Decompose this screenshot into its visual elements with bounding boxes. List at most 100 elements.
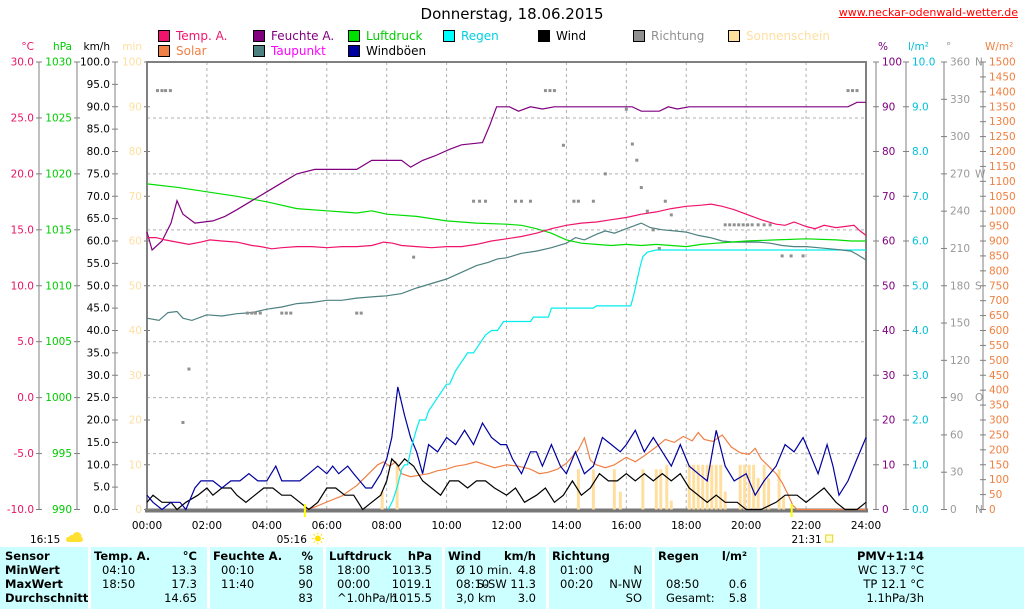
svg-text:1300: 1300 bbox=[989, 116, 1016, 128]
cell-value: 0.6 bbox=[728, 577, 747, 591]
svg-text:990: 990 bbox=[52, 504, 72, 516]
svg-text:40: 40 bbox=[129, 325, 142, 337]
svg-text:750: 750 bbox=[989, 280, 1009, 292]
x-tick-label: 00:00 bbox=[132, 520, 162, 532]
legend-label-temp-a: Temp. A. bbox=[176, 28, 228, 43]
svg-text:120: 120 bbox=[950, 355, 970, 367]
cell-value: S-SW 11.3 bbox=[476, 577, 536, 591]
svg-text:50.0: 50.0 bbox=[87, 280, 110, 292]
x-tick-label: 12:00 bbox=[491, 520, 521, 532]
svg-text:1015: 1015 bbox=[45, 224, 72, 236]
windboeen-line bbox=[146, 386, 867, 511]
cell-value: 5.8 bbox=[728, 591, 747, 605]
svg-text:995: 995 bbox=[52, 448, 72, 460]
svg-text:0.0: 0.0 bbox=[912, 504, 929, 516]
svg-text:70: 70 bbox=[882, 191, 895, 203]
cell-value: 1015.5 bbox=[391, 591, 432, 605]
svg-text:15.0: 15.0 bbox=[11, 224, 34, 236]
cell-value: 1013.5 bbox=[391, 563, 432, 577]
svg-text:1200: 1200 bbox=[989, 146, 1016, 158]
svg-text:90: 90 bbox=[129, 101, 142, 113]
svg-text:6.0: 6.0 bbox=[912, 236, 929, 248]
sonnenschein-swatch-icon bbox=[728, 29, 740, 42]
cell-value: WC 13.7 °C bbox=[857, 563, 924, 577]
svg-text:0: 0 bbox=[950, 504, 957, 516]
svg-text:1005: 1005 bbox=[45, 336, 72, 348]
cell-unit: % bbox=[301, 549, 313, 563]
regen-swatch-icon bbox=[443, 29, 455, 42]
cell-unit: l/m² bbox=[721, 549, 747, 563]
site-link[interactable]: www.neckar-odenwald-wetter.de bbox=[838, 6, 1018, 19]
cell-value: 4.8 bbox=[517, 563, 536, 577]
sunset-sun-icon bbox=[825, 534, 834, 543]
svg-text:55.0: 55.0 bbox=[87, 258, 110, 270]
svg-text:70: 70 bbox=[129, 191, 142, 203]
svg-text:25.0: 25.0 bbox=[87, 392, 110, 404]
svg-text:90: 90 bbox=[950, 392, 963, 404]
svg-text:5.0: 5.0 bbox=[93, 482, 110, 494]
cell-value: 90 bbox=[298, 577, 313, 591]
pressure-axis-unit: hPa bbox=[53, 41, 72, 53]
svg-text:200: 200 bbox=[989, 444, 1009, 456]
x-tick-label: 22:00 bbox=[791, 520, 821, 532]
legend-label-solar: Solar bbox=[176, 43, 207, 58]
svg-text:35.0: 35.0 bbox=[87, 347, 110, 359]
regen-line bbox=[387, 249, 866, 510]
svg-text:450: 450 bbox=[989, 370, 1009, 382]
svg-text:1100: 1100 bbox=[989, 176, 1016, 188]
x-tick-label: 02:00 bbox=[192, 520, 222, 532]
cell-value: N-NW bbox=[609, 577, 642, 591]
cell-time: 01:00 bbox=[560, 563, 594, 577]
legend-label-feuchte-a: Feuchte A. bbox=[271, 28, 335, 43]
feuchte-a-swatch-icon bbox=[253, 29, 265, 42]
cloud-icon bbox=[66, 532, 83, 542]
sunrise-time: 05:16 bbox=[277, 534, 308, 546]
legend-item-windboeen: Windböen bbox=[348, 44, 426, 57]
cell-value: 58 bbox=[298, 563, 313, 577]
legend-label-windboeen: Windböen bbox=[366, 43, 427, 58]
svg-text:40.0: 40.0 bbox=[87, 325, 110, 337]
svg-text:10: 10 bbox=[882, 459, 895, 471]
column-separator bbox=[652, 547, 655, 609]
svg-text:45.0: 45.0 bbox=[87, 303, 110, 315]
svg-text:50: 50 bbox=[989, 489, 1002, 501]
cell-value: 17.3 bbox=[171, 577, 197, 591]
cell-time: Ø 10 min. bbox=[456, 563, 513, 577]
x-tick-label: 06:00 bbox=[312, 520, 342, 532]
svg-text:9.0: 9.0 bbox=[912, 101, 929, 113]
svg-text:95.0: 95.0 bbox=[87, 79, 110, 91]
svg-text:10.0: 10.0 bbox=[87, 459, 110, 471]
svg-text:-10.0: -10.0 bbox=[7, 504, 34, 516]
svg-text:5.0: 5.0 bbox=[912, 280, 929, 292]
svg-text:60.0: 60.0 bbox=[87, 236, 110, 248]
row-label: MaxWert bbox=[5, 577, 63, 591]
svg-text:80: 80 bbox=[129, 146, 142, 158]
row-label: Durchschnitt bbox=[5, 591, 89, 605]
svg-text:20: 20 bbox=[882, 415, 895, 427]
cell-value: 3.0 bbox=[517, 591, 536, 605]
svg-text:360: 360 bbox=[950, 57, 970, 69]
cell-time: 00:10 bbox=[221, 563, 255, 577]
svg-text:1450: 1450 bbox=[989, 71, 1016, 83]
svg-text:75.0: 75.0 bbox=[87, 168, 110, 180]
svg-text:40: 40 bbox=[882, 325, 895, 337]
svg-text:20.0: 20.0 bbox=[11, 168, 34, 180]
svg-text:800: 800 bbox=[989, 265, 1009, 277]
humidity-axis-unit: % bbox=[878, 41, 888, 53]
cell-value: 14.65 bbox=[164, 591, 197, 605]
luftdruck-swatch-icon bbox=[348, 29, 360, 42]
legend-label-richtung: Richtung bbox=[651, 28, 705, 43]
svg-text:60: 60 bbox=[950, 429, 963, 441]
cell-value: SO bbox=[625, 591, 642, 605]
svg-text:90: 90 bbox=[882, 101, 895, 113]
svg-text:S: S bbox=[975, 280, 982, 292]
svg-text:3.0: 3.0 bbox=[912, 370, 929, 382]
svg-text:1500: 1500 bbox=[989, 57, 1016, 69]
x-tick-label: 16:00 bbox=[611, 520, 641, 532]
x-tick-label: 20:00 bbox=[731, 520, 761, 532]
svg-text:100.0: 100.0 bbox=[80, 57, 110, 69]
row-label: Sensor bbox=[5, 549, 50, 563]
cell-title: PMV+1:14 bbox=[856, 549, 924, 563]
cell-value: 1019.1 bbox=[391, 577, 432, 591]
